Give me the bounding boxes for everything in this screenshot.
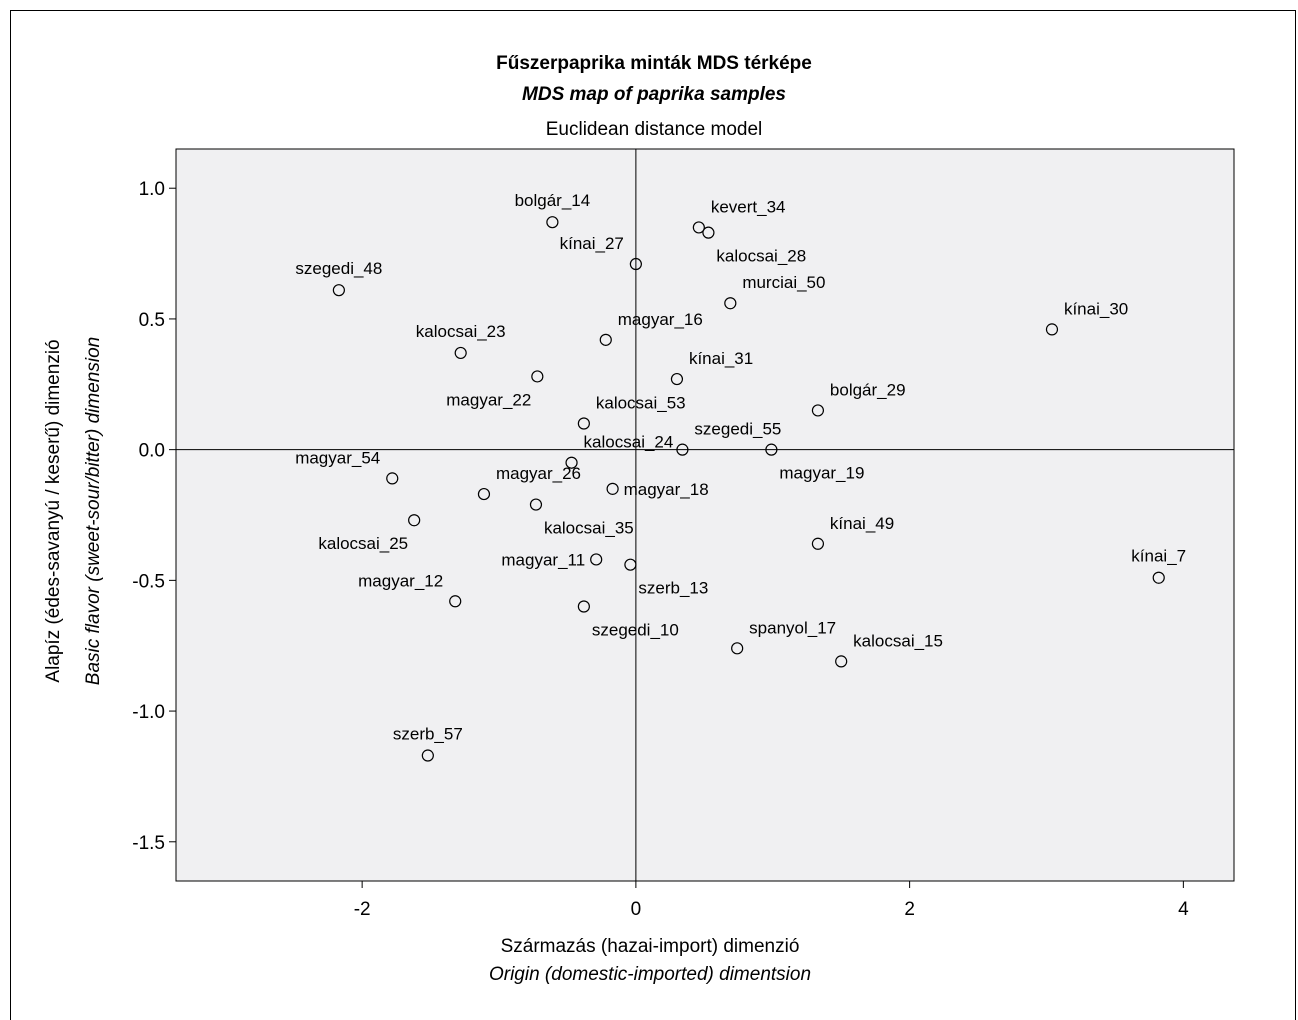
data-point-label: szegedi_55 [694,420,781,439]
data-point-label: kínai_49 [830,514,894,533]
data-point [629,257,642,271]
data-point [408,514,421,527]
data-point [454,346,467,360]
data-point-label: szegedi_10 [592,621,679,640]
data-point-label: bolgár_14 [515,191,591,210]
plot-area [175,148,1235,882]
y-tick-label: -1.5 [132,833,165,854]
data-point [531,370,544,383]
data-point-label: kalocsai_28 [716,247,806,266]
data-point-label: murciai_50 [742,273,825,292]
reference-lines [176,149,1234,881]
data-point-label: kalocsai_35 [544,519,634,538]
data-point [529,498,543,511]
data-point-label: magyar_26 [496,464,581,483]
data-point [731,642,744,655]
data-point-label: magyar_54 [295,448,380,467]
data-point-label: szerb_13 [638,579,708,598]
y-tick-label: 0.0 [139,441,165,462]
y-axis-title: Alapíz (édes-savanyú / keserű) dimenzió [43,339,64,682]
y-axis-title-english: Basic flavor (sweet-sour/bitter) dimensi… [83,337,104,685]
data-point-label: magyar_16 [618,310,703,329]
chart-subtitle: Euclidean distance model [546,119,763,140]
data-point [565,456,578,469]
data-point [765,443,778,456]
x-axis: -2 0 2 4 [354,881,1189,920]
data-points: bolgár_14 kevert_34 kalocsai_28 kínai_27sze… [295,191,1186,762]
y-axis: 1.0 0.5 0.0 -0.5 -1.0 -1.5 [132,179,176,854]
data-point-label: szerb_57 [393,725,463,744]
data-point-label: kalocsai_53 [596,394,686,413]
x-axis-title-english: Origin (domestic-imported) dimentsion [489,964,811,985]
data-point [692,221,705,234]
data-point [1152,571,1165,584]
data-point-label: kínai_7 [1131,547,1186,566]
y-tick-label: 1.0 [139,179,165,200]
data-point-label: kínai_30 [1064,299,1128,318]
x-tick-label: 2 [904,899,915,920]
data-point [811,404,825,417]
y-tick-label: 0.5 [139,310,165,331]
data-point-label: kalocsai_25 [318,534,408,553]
data-point [449,595,462,608]
y-tick-label: -0.5 [132,571,165,592]
data-point-label: kalocsai_24 [584,433,674,452]
data-point [332,284,345,297]
x-tick-label: 0 [631,899,642,920]
data-point [606,482,619,495]
x-tick-label: -2 [354,899,371,920]
data-point [624,558,637,571]
data-point-label: bolgár_29 [830,380,906,399]
data-point [1045,323,1059,336]
data-point-label: kalocsai_23 [416,322,506,341]
data-point [835,655,848,668]
x-tick-label: 4 [1178,899,1189,920]
chart-title-english: MDS map of paprika samples [522,84,786,105]
data-point-label: kalocsai_15 [853,631,943,650]
data-point-label: magyar_22 [446,390,531,409]
data-point-label: magyar_11 [501,550,585,569]
data-point [599,333,612,346]
data-point [577,600,590,613]
data-point-label: magyar_18 [624,480,709,499]
data-point [724,297,737,310]
data-point-label: kevert_34 [711,197,786,216]
data-point [676,443,689,456]
data-point-label: kínai_27 [560,234,624,253]
data-point [546,216,559,229]
data-point-label: magyar_19 [779,464,864,483]
data-point-label: kínai_31 [689,349,753,368]
data-point [421,749,434,762]
y-tick-label: -1.0 [132,702,165,723]
data-point-label: spanyol_17 [749,618,836,637]
x-axis-title: Származás (hazai-import) dimenzió [501,936,800,957]
data-point [590,553,603,566]
data-point [702,226,715,239]
data-point [811,537,825,550]
data-point-label: szegedi_48 [295,259,382,278]
data-point [577,417,590,430]
chart-title: Fűszerpaprika minták MDS térképe [496,53,812,74]
data-point [386,472,399,485]
data-point-label: magyar_12 [358,571,443,590]
data-point [477,487,491,501]
data-point [670,372,684,386]
